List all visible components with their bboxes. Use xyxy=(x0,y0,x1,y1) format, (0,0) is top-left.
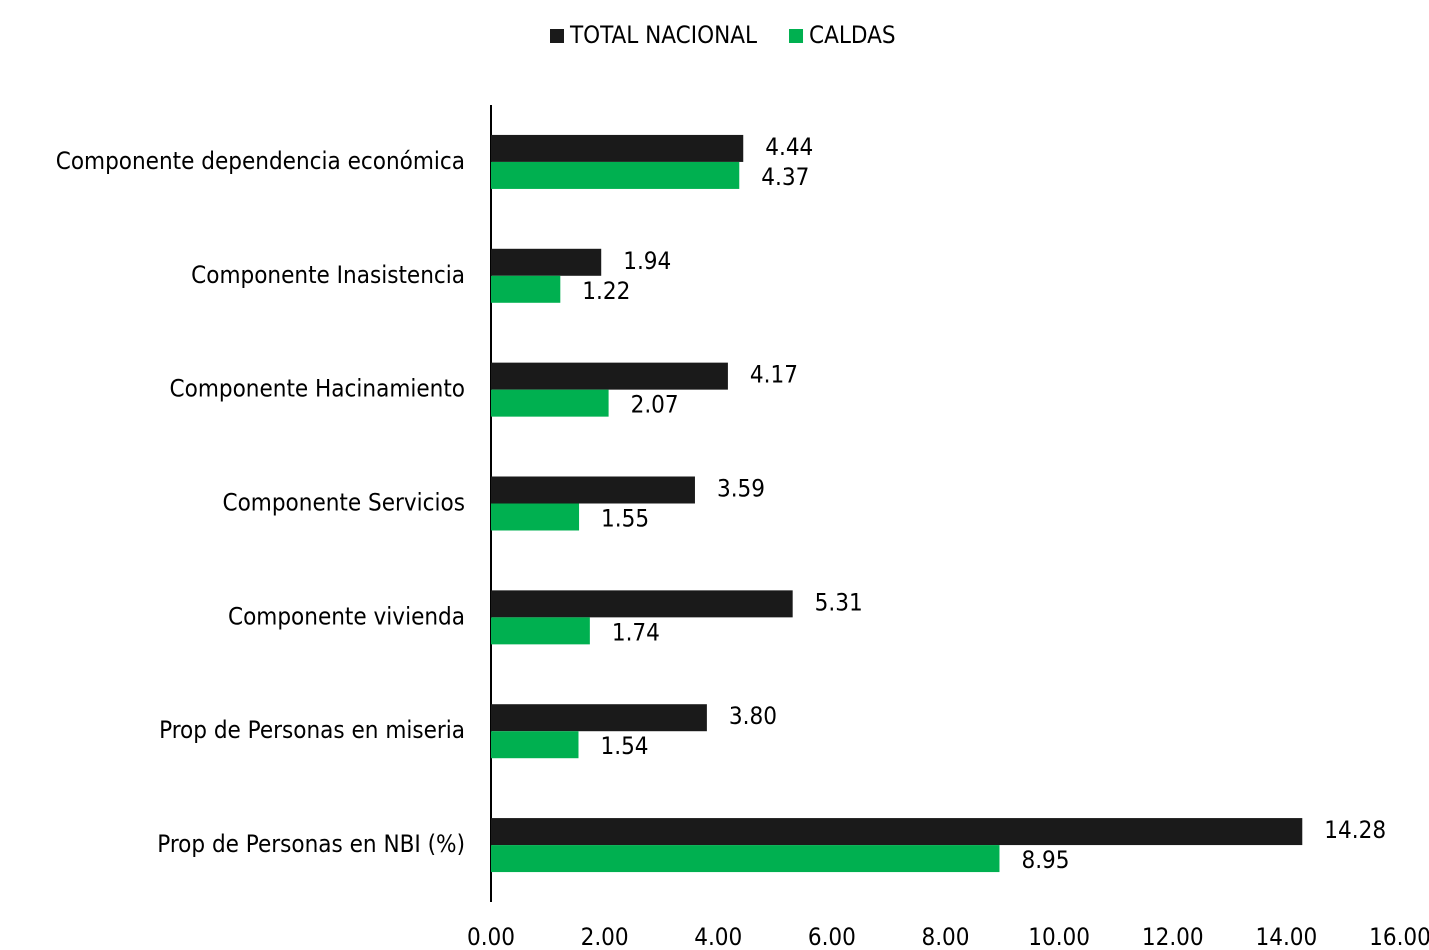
legend-swatch xyxy=(550,29,564,43)
legend-label: TOTAL NACIONAL xyxy=(569,21,757,49)
value-label: 4.44 xyxy=(765,133,813,161)
bar xyxy=(491,617,590,645)
x-tick-label: 6.00 xyxy=(808,923,856,950)
bar xyxy=(491,503,580,531)
value-label: 1.94 xyxy=(623,247,671,275)
bar xyxy=(491,476,695,504)
value-label: 1.54 xyxy=(600,732,648,760)
bar xyxy=(491,275,561,303)
value-label: 4.37 xyxy=(761,163,809,191)
x-tick-label: 0.00 xyxy=(467,923,515,950)
bar xyxy=(491,389,609,417)
category-label: Prop de Personas en miseria xyxy=(159,716,465,744)
legend-swatch xyxy=(789,29,804,43)
value-label: 2.07 xyxy=(631,391,679,419)
category-label: Componente vivienda xyxy=(228,602,465,630)
bar xyxy=(491,161,740,189)
category-label: Componente Hacinamiento xyxy=(170,375,465,403)
category-label: Componente Inasistencia xyxy=(191,261,465,289)
x-tick-label: 4.00 xyxy=(694,923,742,950)
x-tick-label: 8.00 xyxy=(921,923,969,950)
value-label: 5.31 xyxy=(815,588,863,616)
value-label: 8.95 xyxy=(1021,846,1069,874)
x-tick-label: 2.00 xyxy=(581,923,629,950)
x-tick-label: 14.00 xyxy=(1255,923,1317,950)
category-label: Prop de Personas en NBI (%) xyxy=(157,830,465,858)
value-label: 14.28 xyxy=(1324,816,1386,844)
value-label: 3.80 xyxy=(729,702,777,730)
category-label: Componente Servicios xyxy=(223,489,465,517)
bar xyxy=(491,704,707,732)
value-label: 1.74 xyxy=(612,618,660,646)
x-tick-label: 10.00 xyxy=(1028,923,1090,950)
legend-label: CALDAS xyxy=(809,21,896,49)
x-tick-label: 16.00 xyxy=(1369,923,1429,950)
bar xyxy=(491,845,1000,873)
value-label: 3.59 xyxy=(717,475,765,503)
bar xyxy=(491,818,1303,846)
bar xyxy=(491,134,744,162)
value-label: 1.55 xyxy=(601,505,649,533)
value-label: 4.17 xyxy=(750,361,798,389)
x-tick-label: 12.00 xyxy=(1142,923,1204,950)
bar xyxy=(491,248,602,276)
bar xyxy=(491,590,793,618)
value-label: 1.22 xyxy=(582,277,630,305)
category-label: Componente dependencia económica xyxy=(56,147,465,175)
bar xyxy=(491,362,728,390)
bar xyxy=(491,731,579,759)
